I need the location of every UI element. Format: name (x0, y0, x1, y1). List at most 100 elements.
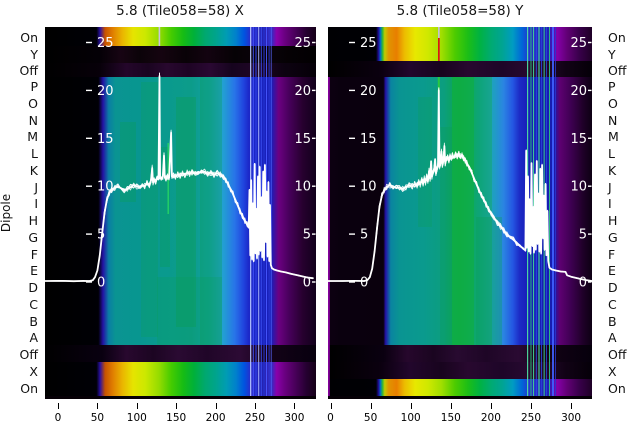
center-channel-marker (438, 27, 440, 38)
x-tick-label: 300 (284, 412, 305, 424)
dipole-row-label: E (608, 263, 616, 279)
dipole-row-label: On (608, 381, 626, 396)
dipole-row-label: K (29, 162, 38, 178)
x-tick-mark (410, 403, 412, 409)
heatmap-panel-y: 25 25 20 20 15 15 10 10 5 5 0 0 (328, 27, 592, 399)
x-tick-label: 200 (205, 412, 226, 424)
dipole-row-label: D (28, 280, 38, 295)
heatmap-column-block (176, 97, 196, 327)
x-tick-mark (58, 403, 59, 409)
heatmap-band-x-on-bottom (45, 362, 316, 396)
dipole-row-label: On (20, 381, 38, 396)
x-tick-label: 300 (561, 412, 582, 424)
rfi-stripe (270, 27, 272, 396)
dipole-row-label: P (608, 79, 616, 94)
heatmap-band-on-top (45, 27, 316, 46)
dipole-row-label: B (608, 313, 617, 329)
heatmap-column-block (440, 127, 452, 345)
dipole-row-label: Off (608, 63, 627, 78)
heatmap-column-block (476, 217, 502, 345)
heatmap-band-on-bottom (328, 379, 592, 396)
inner-scale-label: 5 (97, 228, 105, 243)
x-tick-label: 250 (520, 412, 542, 424)
inner-scale-label-right: 5 (579, 228, 587, 243)
heatmap-band-off2-row (45, 345, 316, 362)
dipole-row-label: On (608, 30, 626, 45)
dipole-row-label: Off (608, 347, 627, 362)
dipole-row-label: Off (19, 347, 38, 362)
dipole-row-label: E (30, 263, 38, 279)
dipole-row-label: N (608, 112, 618, 128)
heatmap-column-block (141, 82, 158, 337)
x-tick-label: 150 (440, 412, 461, 424)
dipole-row-label: J (34, 179, 38, 195)
panel-y-title: 5.8 (Tile058=58) Y (396, 3, 524, 19)
inner-scale-label: 25 (97, 36, 114, 51)
dipole-row-label: H (608, 213, 618, 228)
x-tick-mark (215, 403, 217, 409)
inner-scale-label-right: 10 (570, 180, 587, 195)
x-tick-mark (330, 403, 332, 409)
x-tick-mark (531, 403, 532, 409)
rfi-stripe (555, 27, 556, 396)
dipole-row-label: G (608, 229, 618, 245)
x-tick-mark (176, 403, 178, 409)
spectrum-trace-copy (328, 87, 592, 282)
panel-x-title: 5.8 (Tile058=58) X (116, 3, 244, 19)
inner-scale-label-right: 5 (303, 228, 311, 243)
heatmap-band-off-row (328, 61, 592, 77)
inner-scale-label: 25 (360, 36, 377, 51)
heatmap-band-on-y-top (328, 27, 592, 61)
inner-scale-label: 15 (97, 132, 114, 147)
dipole-row-label: Y (30, 47, 38, 62)
heatmap-band-bottom-edge (45, 396, 316, 399)
inner-scale-label-right: 15 (294, 132, 311, 147)
dipole-axis-label: Dipole (0, 193, 13, 233)
dipole-row-label: A (608, 330, 617, 346)
heatmap-column-block (418, 97, 432, 227)
dipole-row-label: C (29, 296, 38, 312)
inner-scale-label-right: 10 (294, 180, 311, 195)
x-tick-mark (136, 403, 138, 409)
dipole-row-label: H (28, 213, 38, 228)
inner-scale-label-right: 20 (294, 84, 311, 99)
heatmap-band-bottom-edge (328, 396, 592, 399)
dipole-row-label: F (30, 246, 38, 262)
center-channel-marker (438, 38, 440, 61)
dipole-row-label: D (608, 280, 618, 295)
inner-scale-label-right: 25 (570, 36, 587, 51)
x-tick-label: 100 (400, 412, 421, 424)
dipole-row-label: M (608, 129, 619, 145)
x-tick-mark (370, 403, 372, 409)
x-tick-mark (294, 403, 296, 409)
x-tick-label: 250 (244, 412, 266, 424)
dipole-row-label: Off (19, 63, 38, 78)
dipole-row-label: X (29, 364, 38, 379)
rfi-stripe (552, 27, 554, 396)
heatmap-band-off-row (45, 63, 316, 77)
heatmap-column-block (200, 77, 222, 345)
dipole-row-label: J (608, 179, 612, 195)
dipole-row-label: F (608, 246, 616, 262)
dipole-row-label: X (608, 364, 617, 379)
heatmap-column-block (157, 277, 222, 345)
inner-scale-label: 20 (360, 84, 377, 99)
inner-scale-label: 0 (97, 276, 105, 291)
x-tick-label: 200 (480, 412, 501, 424)
inner-scale-label: 10 (360, 180, 377, 195)
dipole-row-label: P (30, 79, 38, 94)
dipole-row-label: A (29, 330, 38, 346)
dipole-row-label: G (28, 229, 38, 245)
x-tick-label: 50 (90, 412, 105, 424)
heatmap-column-block (474, 77, 492, 345)
heatmap-column-block (452, 77, 474, 345)
inner-scale-label-right: 15 (570, 132, 587, 147)
x-tick-label: 50 (363, 412, 378, 424)
heatmap-column-block (120, 122, 136, 202)
dipole-row-label: I (608, 196, 612, 212)
x-tick-mark (255, 403, 256, 409)
spectrum-trace (45, 75, 314, 283)
rfi-stripe (549, 27, 550, 396)
heatmap-band-off2-row (328, 345, 592, 362)
